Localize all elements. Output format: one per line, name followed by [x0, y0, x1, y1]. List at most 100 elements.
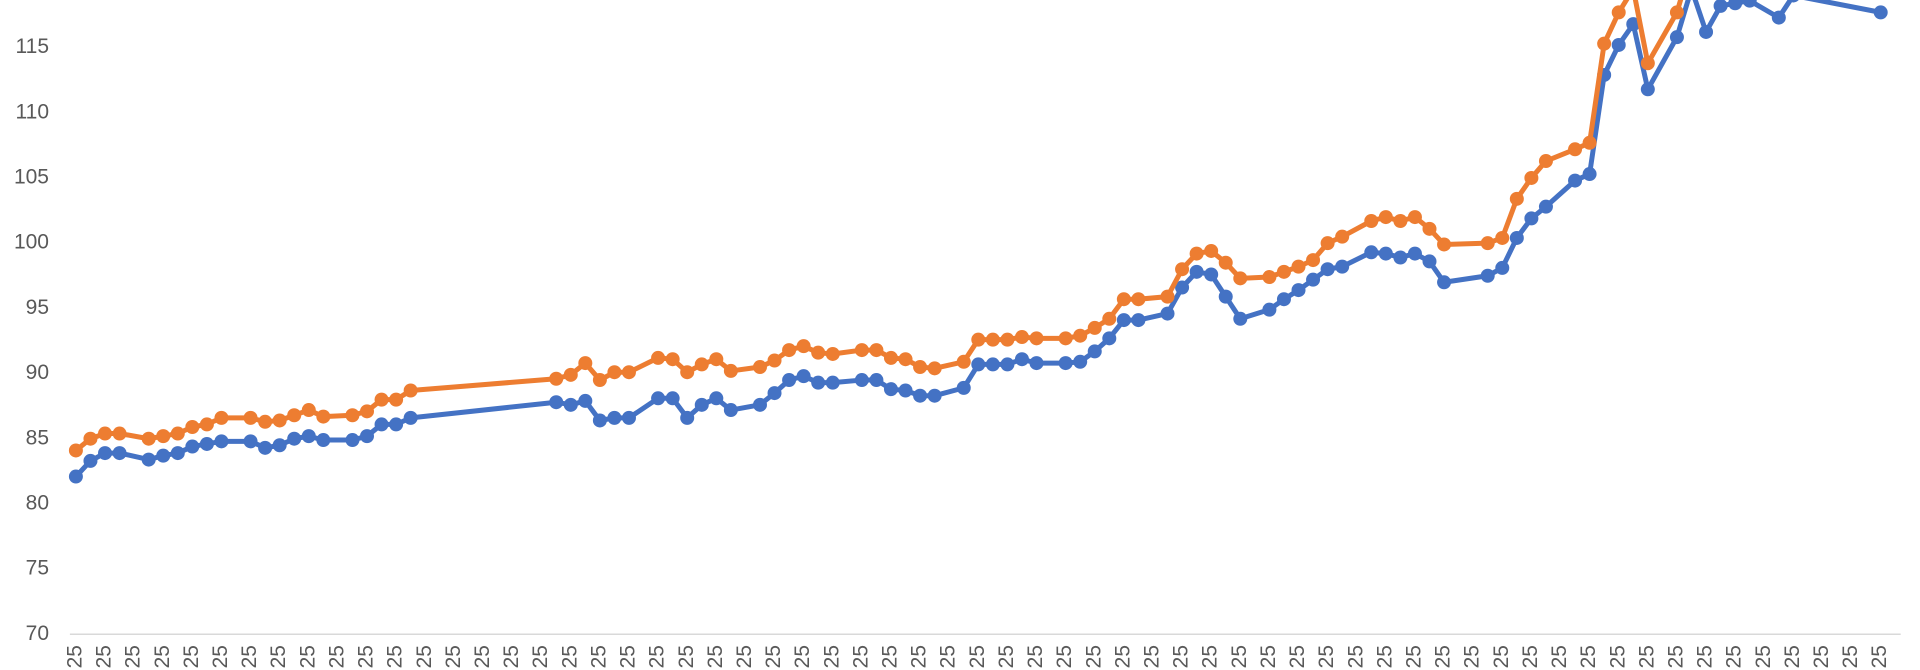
data-point: [825, 346, 840, 361]
data-point: [301, 429, 316, 444]
data-point: [1524, 170, 1539, 185]
x-tick-label: 25: [63, 645, 86, 668]
data-point: [389, 417, 404, 432]
data-point: [1233, 271, 1248, 286]
x-tick-label: 25: [849, 645, 872, 668]
data-point: [243, 434, 258, 449]
data-point: [1437, 237, 1452, 252]
x-tick-label: 25: [1868, 645, 1891, 668]
data-point: [1000, 332, 1015, 347]
data-point: [1873, 5, 1888, 20]
data-point: [1189, 246, 1204, 261]
data-point: [1000, 357, 1015, 372]
data-point: [1102, 331, 1117, 346]
data-point: [1087, 320, 1102, 335]
x-tick-label: 25: [908, 645, 931, 668]
x-tick-label: 25: [1199, 645, 1222, 668]
x-tick-label: 25: [617, 645, 640, 668]
x-tick-label: 25: [1490, 645, 1513, 668]
y-tick-label: 90: [26, 361, 49, 384]
data-point: [374, 417, 389, 432]
x-tick-label: 25: [1373, 645, 1396, 668]
data-point: [1204, 243, 1219, 258]
data-point: [68, 443, 83, 458]
data-point: [592, 413, 607, 428]
data-point: [1073, 354, 1088, 369]
data-point: [782, 343, 797, 358]
data-point: [1175, 262, 1190, 277]
data-point: [1742, 0, 1757, 8]
x-tick-label: 25: [675, 645, 698, 668]
data-point: [549, 371, 564, 386]
data-point: [112, 446, 127, 461]
data-point: [854, 373, 869, 388]
x-tick-label: 25: [1170, 645, 1193, 668]
data-point: [1335, 259, 1350, 274]
data-point: [709, 352, 724, 367]
x-tick-label: 25: [966, 645, 989, 668]
x-tick-label: 25: [355, 645, 378, 668]
data-point: [1029, 356, 1044, 371]
data-point: [1713, 0, 1728, 13]
data-point: [1029, 331, 1044, 346]
data-point: [1393, 250, 1408, 265]
x-tick-label: 25: [733, 645, 756, 668]
data-point: [563, 367, 578, 382]
data-point: [185, 439, 200, 454]
data-point: [1291, 259, 1306, 274]
data-point: [1495, 230, 1510, 245]
x-tick-label: 25: [1548, 645, 1571, 668]
data-point: [301, 403, 316, 418]
data-point: [1116, 292, 1131, 307]
data-point: [796, 339, 811, 354]
data-point: [1262, 270, 1277, 285]
x-tick-label: 25: [1053, 645, 1076, 668]
x-tick-label: 25: [296, 645, 319, 668]
data-point: [1131, 292, 1146, 307]
data-point: [956, 354, 971, 369]
data-point: [1626, 17, 1641, 32]
data-point: [199, 436, 214, 451]
x-tick-label: 25: [1577, 645, 1600, 668]
x-tick-label: 25: [180, 645, 203, 668]
y-tick-label: 95: [26, 296, 49, 319]
data-point: [651, 391, 666, 406]
data-point: [359, 429, 374, 444]
data-point: [1480, 268, 1495, 283]
x-tick-label: 25: [1402, 645, 1425, 668]
data-point: [723, 363, 738, 378]
data-point: [651, 350, 666, 365]
data-point: [956, 380, 971, 395]
x-tick-label: 25: [1781, 645, 1804, 668]
data-point: [971, 357, 986, 372]
data-point: [1422, 221, 1437, 236]
x-tick-label: 25: [995, 645, 1018, 668]
x-tick-label: 25: [1286, 645, 1309, 668]
data-point: [1218, 255, 1233, 270]
data-point: [1495, 260, 1510, 275]
data-point: [971, 332, 986, 347]
x-tick-label: 25: [937, 645, 960, 668]
data-point: [287, 408, 302, 423]
data-point: [374, 392, 389, 407]
data-point: [214, 434, 229, 449]
data-point: [796, 369, 811, 384]
x-tick-label: 25: [238, 645, 261, 668]
data-point: [1524, 211, 1539, 226]
data-point: [316, 433, 331, 448]
data-point: [1538, 154, 1553, 169]
data-point: [869, 343, 884, 358]
data-point: [1509, 191, 1524, 206]
x-tick-label: 25: [1111, 645, 1134, 668]
data-point: [1364, 213, 1379, 228]
data-point: [1014, 330, 1029, 345]
x-tick-label: 25: [529, 645, 552, 668]
data-point: [316, 409, 331, 424]
x-tick-label: 25: [151, 645, 174, 668]
data-point: [752, 397, 767, 412]
data-point: [1378, 210, 1393, 225]
data-point: [898, 383, 913, 398]
data-point: [1276, 292, 1291, 307]
